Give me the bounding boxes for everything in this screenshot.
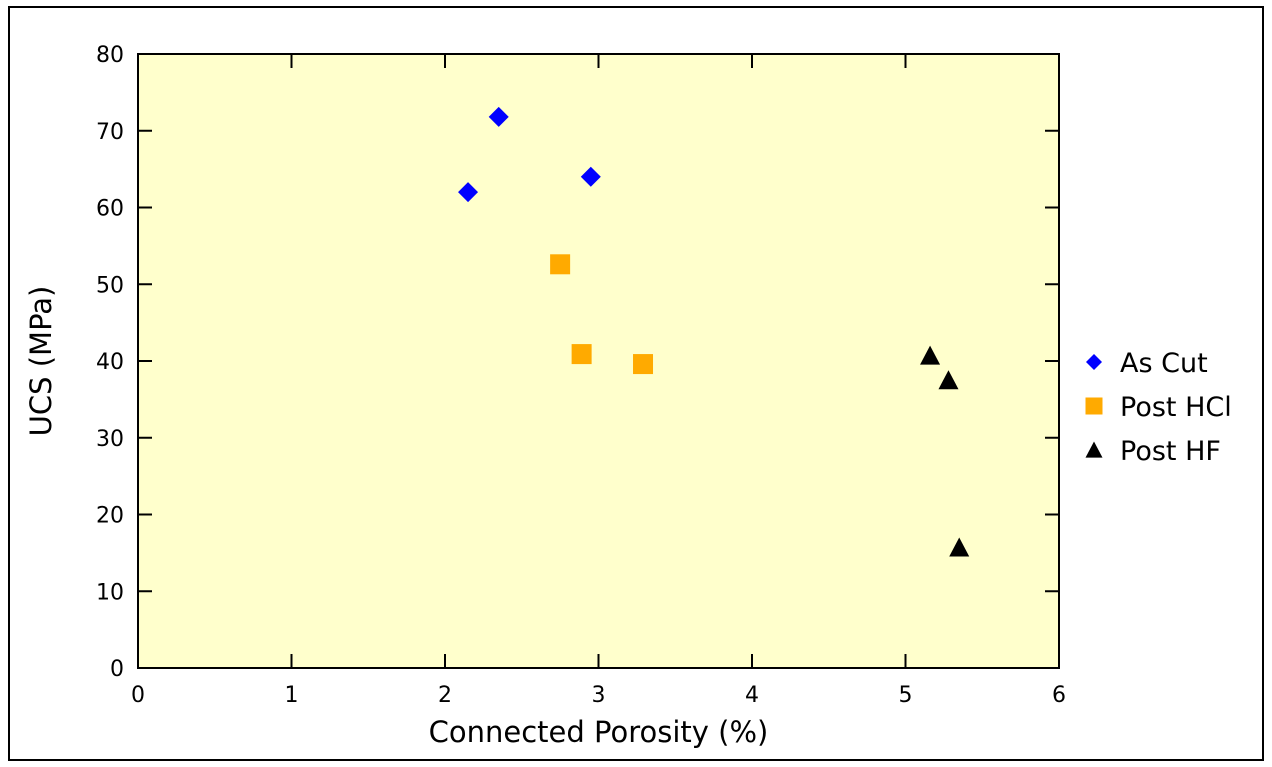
- legend-label-as-cut: As Cut: [1120, 348, 1208, 379]
- y-tick-label: 70: [96, 120, 124, 145]
- data-point-as-cut: [458, 182, 479, 203]
- y-tick-label: 0: [110, 657, 124, 682]
- y-tick-label: 60: [96, 197, 124, 222]
- y-tick-label: 20: [96, 504, 124, 529]
- y-tick-label: 40: [96, 350, 124, 375]
- data-points: [458, 106, 970, 557]
- plot-area: [138, 54, 1059, 668]
- y-tick-label: 50: [96, 273, 124, 298]
- x-tick-label: 2: [438, 683, 452, 708]
- data-point-post-hcl: [550, 254, 571, 275]
- y-tick-label: 10: [96, 580, 124, 605]
- x-tick-labels: 0 1 2 3 4 5 6: [131, 683, 1066, 708]
- y-tick-label: 80: [96, 43, 124, 68]
- x-tick-label: 1: [285, 683, 299, 708]
- x-tick-label: 3: [592, 683, 606, 708]
- y-axis-title: UCS (MPa): [24, 286, 58, 437]
- data-point-post-hf: [920, 345, 941, 365]
- legend-label-post-hcl: Post HCl: [1120, 392, 1232, 423]
- legend-marker-post-hcl: [1085, 397, 1103, 415]
- x-tick-label: 6: [1052, 683, 1066, 708]
- x-tick-label: 0: [131, 683, 145, 708]
- x-axis-title: Connected Porosity (%): [429, 715, 769, 749]
- plot-border: [137, 53, 1060, 669]
- data-point-post-hcl: [633, 354, 654, 375]
- y-tick-label: 30: [96, 427, 124, 452]
- data-point-post-hf: [938, 370, 959, 390]
- y-tick-labels: 0 10 20 30 40 50 60 70 80: [96, 43, 124, 682]
- data-point-post-hcl: [571, 344, 592, 365]
- legend-marker-post-hf: [1085, 441, 1103, 458]
- legend-marker-as-cut: [1086, 354, 1102, 370]
- x-tick-label: 4: [745, 683, 759, 708]
- data-point-as-cut: [488, 106, 509, 127]
- x-tick-label: 5: [899, 683, 913, 708]
- legend: As Cut Post HCl Post HF: [1085, 348, 1232, 467]
- legend-label-post-hf: Post HF: [1120, 436, 1221, 467]
- data-point-as-cut: [580, 166, 601, 187]
- data-point-post-hf: [949, 537, 970, 557]
